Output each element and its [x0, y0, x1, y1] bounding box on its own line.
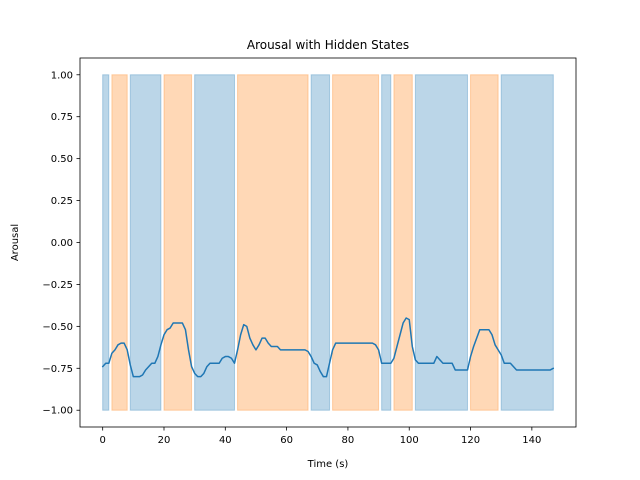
chart-title: Arousal with Hidden States — [247, 38, 409, 52]
x-axis: 0 20 40 60 80 100 120 140 — [99, 427, 541, 446]
y-tick-label: −0.75 — [42, 364, 73, 375]
x-tick-label: 60 — [280, 435, 293, 446]
x-tick-label: 100 — [400, 435, 419, 446]
state-region-11 — [414, 74, 468, 411]
state-region-2 — [111, 74, 128, 411]
state-region-8 — [332, 74, 380, 411]
y-tick-label: 0.25 — [51, 196, 73, 207]
y-tick-label: −1.00 — [42, 406, 73, 417]
state-regions — [102, 74, 554, 411]
x-tick-label: 0 — [99, 435, 105, 446]
x-tick-label: 40 — [219, 435, 232, 446]
state-region-9 — [381, 74, 392, 411]
state-region-5 — [194, 74, 236, 411]
state-region-13 — [500, 74, 554, 411]
y-axis: 1.00 0.75 0.50 0.25 0.00 −0.25 −0.50 −0.75 −1.00 — [42, 70, 80, 417]
y-axis-label: Arousal — [10, 224, 21, 261]
state-region-12 — [470, 74, 499, 411]
y-tick-label: 0.00 — [51, 238, 73, 249]
state-region-1 — [102, 74, 110, 411]
state-region-6 — [237, 74, 309, 411]
x-tick-label: 120 — [461, 435, 480, 446]
state-region-7 — [310, 74, 331, 411]
y-tick-label: 0.75 — [51, 112, 73, 123]
state-region-4 — [163, 74, 193, 411]
x-tick-label: 80 — [342, 435, 355, 446]
series-line-1 — [101, 317, 555, 378]
series-layer — [101, 317, 555, 378]
y-tick-label: −0.50 — [42, 322, 73, 333]
x-tick-label: 20 — [158, 435, 171, 446]
y-tick-label: 0.50 — [51, 154, 73, 165]
state-region-10 — [393, 74, 413, 411]
state-region-3 — [129, 74, 162, 411]
x-axis-label: Time (s) — [307, 459, 349, 470]
y-tick-label: −0.25 — [42, 280, 73, 291]
y-tick-label: 1.00 — [51, 70, 73, 81]
x-tick-label: 140 — [522, 435, 541, 446]
